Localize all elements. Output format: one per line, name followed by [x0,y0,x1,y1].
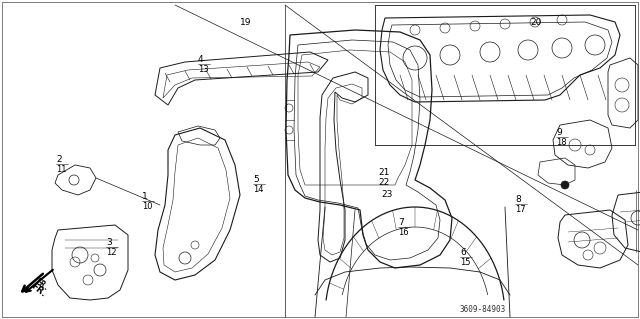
Circle shape [561,181,569,189]
Text: FR.: FR. [33,277,51,293]
Text: 8: 8 [515,195,521,204]
Text: 20: 20 [530,18,541,27]
Text: 14: 14 [253,185,264,194]
Text: 2: 2 [56,155,61,164]
Text: 6: 6 [460,248,466,257]
Text: 23: 23 [381,190,392,199]
Text: 12: 12 [106,248,116,257]
Text: 11: 11 [56,165,67,174]
Text: 16: 16 [398,228,408,237]
Text: 19: 19 [240,18,252,27]
Text: 7: 7 [398,218,404,227]
Text: 21: 21 [378,168,389,177]
Text: 5: 5 [253,175,259,184]
Text: 9: 9 [556,128,562,137]
Text: 18: 18 [556,138,566,147]
Text: 3609-84903: 3609-84903 [460,305,506,314]
Text: FR.: FR. [29,281,47,299]
Text: 17: 17 [515,205,525,214]
Text: 1: 1 [142,192,148,201]
Text: 10: 10 [142,202,152,211]
Text: 4: 4 [198,55,204,64]
Text: 22: 22 [378,178,389,187]
Text: 15: 15 [460,258,470,267]
Text: 3: 3 [106,238,112,247]
Text: 13: 13 [198,65,209,74]
